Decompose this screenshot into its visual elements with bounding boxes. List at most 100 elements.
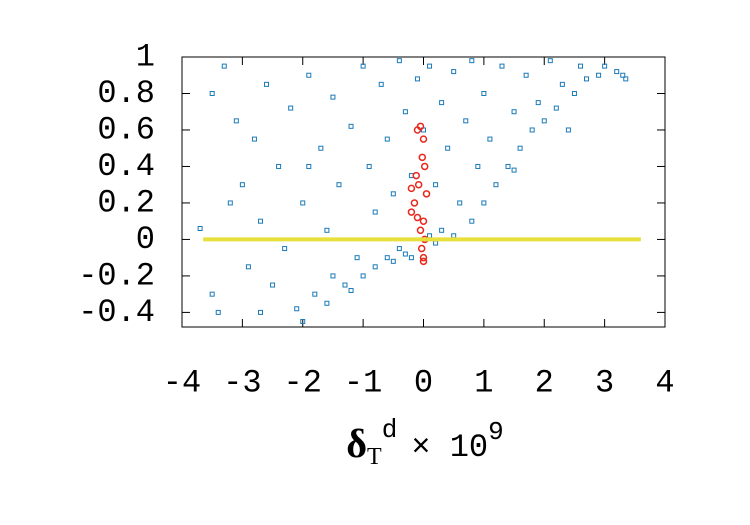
point xyxy=(197,225,203,231)
x-label-subscript: T xyxy=(367,444,382,470)
point xyxy=(577,63,583,69)
point xyxy=(493,182,499,188)
point xyxy=(378,81,384,87)
point xyxy=(396,246,402,252)
point xyxy=(529,127,535,133)
y-tick-label: 1 xyxy=(136,38,155,75)
point xyxy=(420,162,429,171)
point xyxy=(463,118,469,124)
point xyxy=(227,200,233,206)
point xyxy=(312,291,318,297)
x-tick-label: -1 xyxy=(344,364,382,401)
point xyxy=(584,76,590,82)
point xyxy=(416,226,425,235)
x-tick-label: 0 xyxy=(414,364,433,401)
point xyxy=(596,72,602,78)
point xyxy=(427,233,433,239)
point xyxy=(565,127,571,133)
point xyxy=(330,273,336,279)
point xyxy=(469,218,475,224)
point xyxy=(547,58,553,64)
point xyxy=(306,163,312,169)
point xyxy=(623,76,629,82)
point xyxy=(402,251,408,257)
point xyxy=(402,109,408,115)
point xyxy=(559,81,565,87)
point xyxy=(407,184,416,193)
point xyxy=(419,135,428,143)
point xyxy=(499,63,505,69)
y-tick-label: 0.6 xyxy=(97,111,155,148)
x-label-symbol: δ xyxy=(346,421,367,466)
point xyxy=(451,233,457,239)
point xyxy=(418,153,427,162)
point xyxy=(282,246,288,252)
point xyxy=(439,100,445,106)
y-tick-label: 0.2 xyxy=(97,184,155,221)
point xyxy=(433,240,439,246)
point xyxy=(517,145,523,151)
point xyxy=(372,264,378,270)
point xyxy=(245,264,251,270)
x-tick-label: -2 xyxy=(284,364,322,401)
point xyxy=(511,167,517,173)
point xyxy=(348,123,354,129)
point xyxy=(209,291,215,297)
point xyxy=(602,63,608,69)
point xyxy=(445,145,451,151)
point xyxy=(251,136,257,142)
point xyxy=(270,282,276,288)
x-tick-label: -4 xyxy=(163,364,201,401)
point xyxy=(257,218,263,224)
point xyxy=(451,69,457,75)
point xyxy=(414,76,420,82)
x-label-times: × 10 xyxy=(411,429,488,466)
point xyxy=(535,100,541,106)
point xyxy=(419,257,428,266)
point xyxy=(620,72,626,78)
point xyxy=(413,126,422,134)
x-label-exponent: 9 xyxy=(488,417,504,447)
x-tick-label: 3 xyxy=(595,364,614,401)
y-tick-label: -0.4 xyxy=(78,294,155,331)
point xyxy=(427,63,433,69)
point xyxy=(419,253,428,262)
point xyxy=(481,90,487,96)
point xyxy=(523,72,529,78)
point xyxy=(412,171,421,180)
point xyxy=(215,309,221,315)
point xyxy=(294,306,300,312)
x-tick-label: -3 xyxy=(223,364,261,401)
point xyxy=(348,288,354,294)
point xyxy=(414,180,423,189)
y-tick-label: 0.4 xyxy=(97,148,155,185)
point xyxy=(306,72,312,78)
point xyxy=(396,58,402,64)
point xyxy=(410,199,419,207)
y-tick-label: -0.2 xyxy=(78,257,155,294)
point xyxy=(422,190,431,198)
point xyxy=(360,63,366,69)
point xyxy=(457,200,463,206)
point xyxy=(257,309,263,315)
point xyxy=(354,255,360,261)
point xyxy=(264,81,270,87)
point xyxy=(487,136,493,142)
point xyxy=(233,118,239,124)
point xyxy=(324,227,330,233)
point xyxy=(221,63,227,69)
point xyxy=(469,58,475,64)
point xyxy=(541,118,547,124)
point xyxy=(209,90,215,96)
point xyxy=(571,90,577,96)
point xyxy=(481,200,487,206)
point xyxy=(614,69,620,75)
point xyxy=(300,319,306,325)
point xyxy=(276,163,282,169)
y-tick-label: 0 xyxy=(136,221,155,258)
point xyxy=(390,258,396,264)
point xyxy=(384,136,390,142)
point xyxy=(417,244,426,253)
point xyxy=(239,182,245,188)
